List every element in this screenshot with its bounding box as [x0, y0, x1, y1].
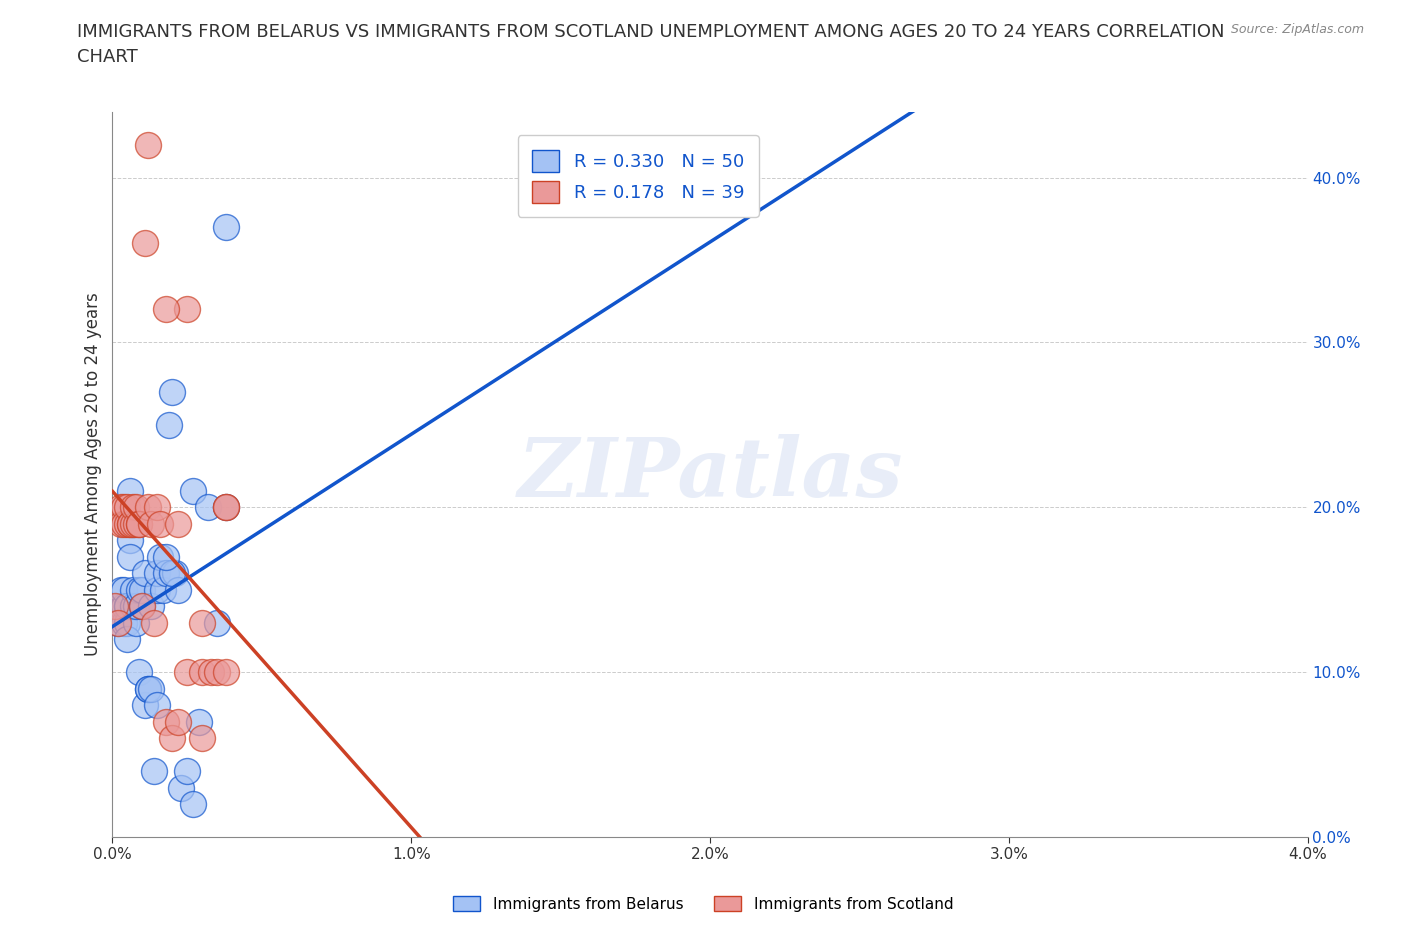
Point — [134, 698, 156, 712]
Point — [107, 616, 129, 631]
Point — [128, 516, 150, 531]
Point — [125, 516, 148, 531]
Point — [191, 616, 214, 631]
Point — [157, 418, 180, 432]
Point — [181, 797, 204, 812]
Point — [131, 599, 153, 614]
Point — [125, 599, 148, 614]
Point — [149, 550, 172, 565]
Point — [143, 764, 166, 778]
Point — [120, 484, 142, 498]
Point — [176, 302, 198, 317]
Point — [122, 582, 145, 597]
Point — [155, 714, 177, 729]
Point — [131, 582, 153, 597]
Point — [205, 616, 228, 631]
Point — [110, 582, 132, 597]
Point — [176, 665, 198, 680]
Point — [191, 731, 214, 746]
Point — [141, 599, 163, 614]
Point — [155, 565, 177, 580]
Point — [138, 681, 160, 696]
Point — [114, 516, 135, 531]
Point — [181, 484, 204, 498]
Point — [215, 499, 238, 514]
Point — [114, 582, 135, 597]
Point — [155, 302, 177, 317]
Point — [138, 137, 160, 152]
Point — [141, 516, 163, 531]
Point — [128, 665, 150, 680]
Point — [146, 499, 169, 514]
Point — [110, 599, 132, 614]
Point — [167, 516, 190, 531]
Point — [114, 499, 135, 514]
Point — [134, 236, 156, 251]
Point — [134, 565, 156, 580]
Point — [122, 599, 145, 614]
Point — [197, 499, 219, 514]
Point — [188, 714, 211, 729]
Point — [120, 550, 142, 565]
Point — [128, 582, 150, 597]
Point — [138, 681, 160, 696]
Point — [200, 665, 222, 680]
Point — [117, 599, 139, 614]
Point — [162, 731, 183, 746]
Point — [152, 582, 174, 597]
Point — [110, 499, 132, 514]
Point — [146, 698, 169, 712]
Point — [149, 516, 172, 531]
Point — [117, 499, 139, 514]
Point — [114, 599, 135, 614]
Point — [114, 616, 135, 631]
Text: CHART: CHART — [77, 48, 138, 66]
Point — [128, 516, 150, 531]
Point — [191, 665, 214, 680]
Point — [165, 565, 187, 580]
Point — [205, 665, 228, 680]
Point — [125, 616, 148, 631]
Point — [120, 516, 142, 531]
Point — [176, 764, 198, 778]
Point — [215, 219, 238, 234]
Point — [120, 533, 142, 548]
Point — [170, 780, 193, 795]
Point — [167, 582, 190, 597]
Point — [162, 384, 183, 399]
Point — [215, 665, 238, 680]
Point — [117, 516, 139, 531]
Legend: Immigrants from Belarus, Immigrants from Scotland: Immigrants from Belarus, Immigrants from… — [447, 889, 959, 918]
Y-axis label: Unemployment Among Ages 20 to 24 years: Unemployment Among Ages 20 to 24 years — [84, 292, 103, 657]
Point — [110, 516, 132, 531]
Point — [146, 582, 169, 597]
Point — [125, 499, 148, 514]
Point — [146, 565, 169, 580]
Point — [107, 616, 129, 631]
Legend: R = 0.330   N = 50, R = 0.178   N = 39: R = 0.330 N = 50, R = 0.178 N = 39 — [517, 135, 759, 217]
Point — [143, 616, 166, 631]
Point — [215, 499, 238, 514]
Point — [131, 599, 153, 614]
Point — [141, 681, 163, 696]
Point — [167, 714, 190, 729]
Text: ZIPatlas: ZIPatlas — [517, 434, 903, 514]
Point — [122, 499, 145, 514]
Text: Source: ZipAtlas.com: Source: ZipAtlas.com — [1230, 23, 1364, 36]
Point — [117, 631, 139, 646]
Point — [215, 499, 238, 514]
Point — [122, 516, 145, 531]
Point — [155, 550, 177, 565]
Point — [104, 599, 127, 614]
Point — [117, 616, 139, 631]
Point — [120, 516, 142, 531]
Text: IMMIGRANTS FROM BELARUS VS IMMIGRANTS FROM SCOTLAND UNEMPLOYMENT AMONG AGES 20 T: IMMIGRANTS FROM BELARUS VS IMMIGRANTS FR… — [77, 23, 1225, 41]
Point — [122, 516, 145, 531]
Point — [117, 599, 139, 614]
Point — [162, 565, 183, 580]
Point — [138, 499, 160, 514]
